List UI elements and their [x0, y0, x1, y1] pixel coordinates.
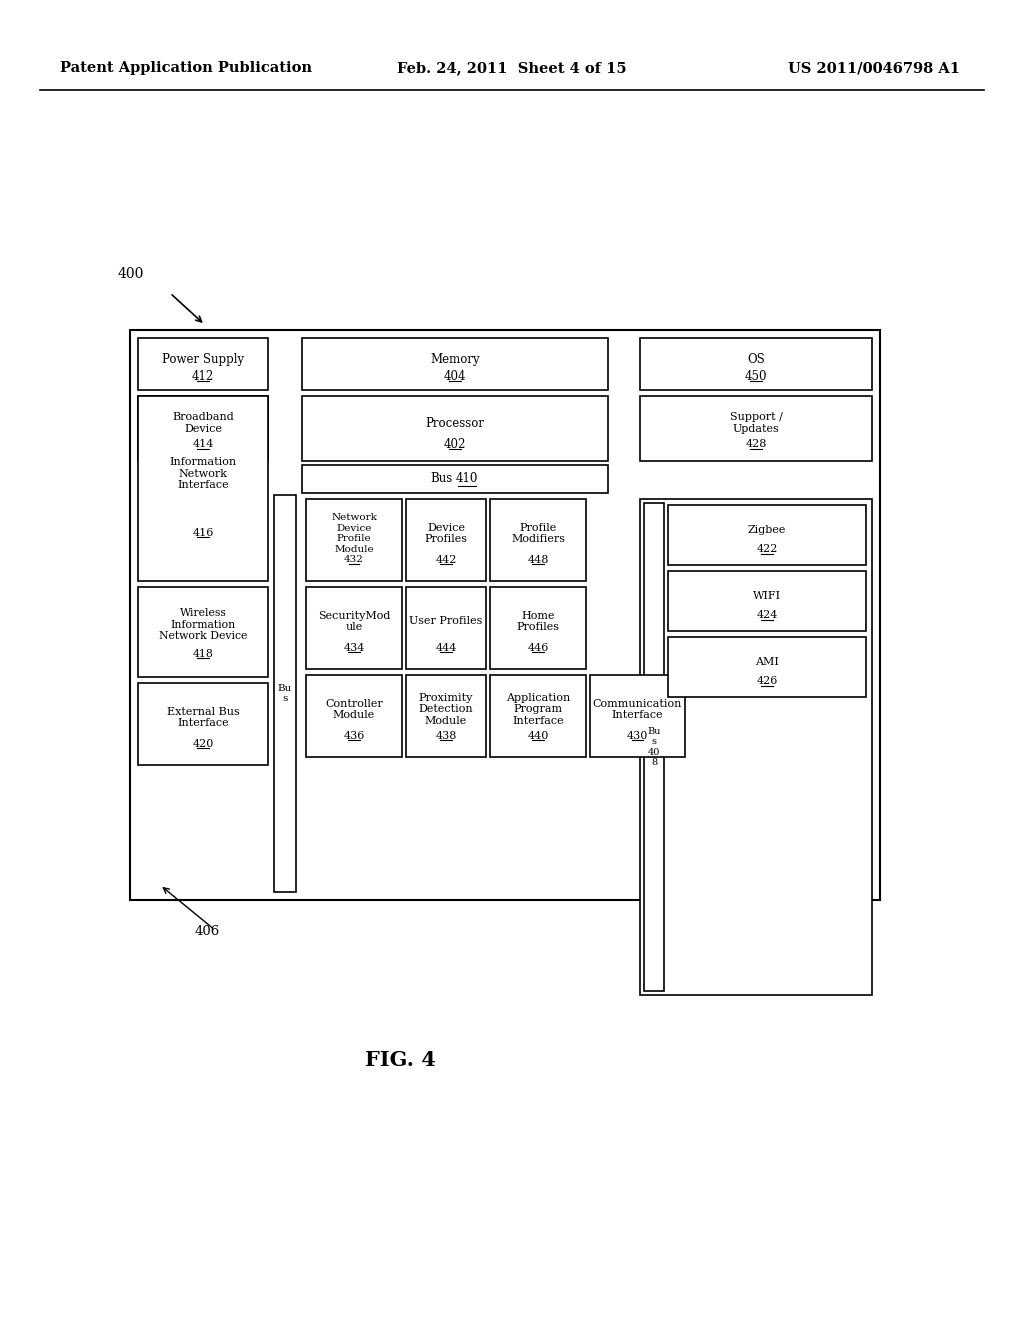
Text: 436: 436	[343, 731, 365, 741]
Bar	[406, 587, 486, 669]
Bar	[406, 675, 486, 756]
Text: 426: 426	[757, 676, 777, 686]
Bar	[306, 499, 402, 581]
Text: Home
Profiles: Home Profiles	[516, 611, 559, 632]
Text: 446: 446	[527, 643, 549, 652]
Bar	[490, 499, 586, 581]
Bar	[306, 675, 402, 756]
Bar	[274, 495, 296, 892]
Bar	[668, 506, 866, 565]
Bar	[640, 338, 872, 389]
Bar	[640, 396, 872, 461]
Text: 422: 422	[757, 544, 777, 554]
Bar	[138, 396, 268, 581]
Text: 412: 412	[191, 370, 214, 383]
Text: 404: 404	[443, 370, 466, 383]
Text: Feb. 24, 2011  Sheet 4 of 15: Feb. 24, 2011 Sheet 4 of 15	[397, 61, 627, 75]
Text: 420: 420	[193, 739, 214, 748]
Text: 402: 402	[443, 438, 466, 450]
Text: External Bus
Interface: External Bus Interface	[167, 706, 240, 729]
Text: Zigbee: Zigbee	[748, 525, 786, 535]
Bar	[138, 682, 268, 766]
Text: 410: 410	[456, 473, 478, 486]
Text: Device
Profiles: Device Profiles	[425, 523, 468, 544]
Bar	[490, 675, 586, 756]
Bar	[640, 499, 872, 995]
Text: 416: 416	[193, 528, 214, 539]
Text: 434: 434	[343, 643, 365, 652]
Text: Power Supply: Power Supply	[162, 354, 244, 367]
Text: Broadband
Device: Broadband Device	[172, 412, 233, 434]
Text: Bu
s
40
8: Bu s 40 8	[647, 727, 660, 767]
Text: User Profiles: User Profiles	[410, 616, 482, 627]
Text: OS: OS	[748, 354, 765, 367]
Text: 424: 424	[757, 610, 777, 620]
Text: 438: 438	[435, 731, 457, 741]
Text: FIG. 4: FIG. 4	[365, 1049, 435, 1071]
Text: Profile
Modifiers: Profile Modifiers	[511, 523, 565, 544]
Bar	[590, 675, 685, 756]
Text: Memory: Memory	[430, 354, 480, 367]
Text: Controller
Module: Controller Module	[326, 698, 383, 721]
Bar	[644, 503, 664, 991]
Bar	[130, 330, 880, 900]
Text: AMI: AMI	[755, 657, 779, 667]
Text: Patent Application Publication: Patent Application Publication	[60, 61, 312, 75]
Bar	[490, 587, 586, 669]
Text: 414: 414	[193, 440, 214, 449]
Text: 432: 432	[344, 556, 364, 564]
Bar	[406, 499, 486, 581]
Text: 400: 400	[118, 267, 144, 281]
Text: Communication
Interface: Communication Interface	[593, 698, 682, 721]
Text: US 2011/0046798 A1: US 2011/0046798 A1	[788, 61, 961, 75]
Text: 448: 448	[527, 554, 549, 565]
Text: 428: 428	[745, 440, 767, 449]
Text: 450: 450	[744, 370, 767, 383]
Bar	[302, 338, 608, 389]
Text: Bu
s: Bu s	[278, 684, 292, 704]
Text: 442: 442	[435, 554, 457, 565]
Text: Proximity
Detection
Module: Proximity Detection Module	[419, 693, 473, 726]
Text: Application
Program
Interface: Application Program Interface	[506, 693, 570, 726]
Bar	[668, 638, 866, 697]
Text: Information
Network
Interface: Information Network Interface	[169, 457, 237, 490]
Bar	[302, 396, 608, 461]
Bar	[302, 465, 608, 492]
Text: 440: 440	[527, 731, 549, 741]
Text: SecurityMod
ule: SecurityMod ule	[317, 611, 390, 632]
Bar	[138, 587, 268, 677]
Bar	[138, 396, 268, 461]
Text: WIFI: WIFI	[753, 591, 781, 601]
Text: Network
Device
Profile
Module: Network Device Profile Module	[331, 513, 377, 553]
Text: Wireless
Information
Network Device: Wireless Information Network Device	[159, 609, 247, 642]
Text: 406: 406	[195, 925, 220, 939]
Text: Support /
Updates: Support / Updates	[729, 412, 782, 434]
Text: Bus: Bus	[430, 473, 453, 486]
Text: 444: 444	[435, 643, 457, 652]
Bar	[668, 572, 866, 631]
Bar	[306, 587, 402, 669]
Text: Processor: Processor	[426, 417, 484, 430]
Text: 430: 430	[627, 731, 648, 741]
Text: 418: 418	[193, 648, 213, 659]
Bar	[138, 338, 268, 389]
